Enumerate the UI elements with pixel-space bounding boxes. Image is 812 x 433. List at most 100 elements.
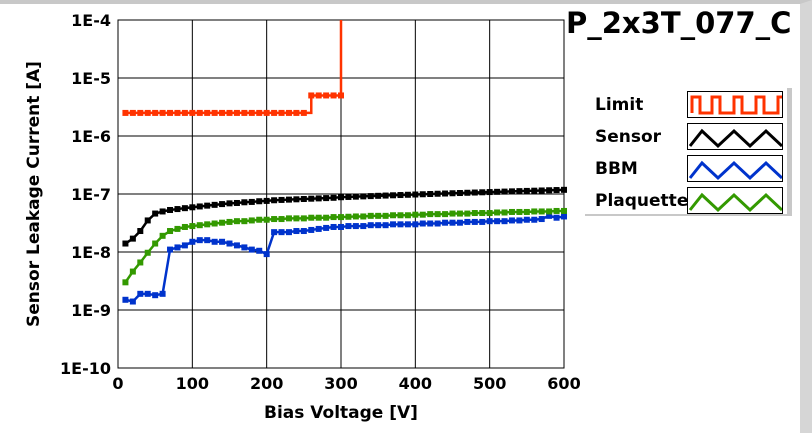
data-point [323, 92, 330, 99]
legend-label: BBM [595, 159, 638, 179]
data-point [456, 210, 463, 217]
data-point [211, 220, 218, 227]
data-point [196, 237, 203, 244]
data-point [464, 218, 471, 225]
data-point [553, 214, 560, 221]
y-tick-label: 1E-9 [71, 301, 111, 320]
series-bbm [122, 212, 567, 305]
data-point [345, 213, 352, 220]
y-tick-label: 1E-8 [71, 243, 111, 262]
data-point [546, 212, 553, 219]
data-point [278, 196, 285, 203]
data-point [233, 199, 240, 206]
data-point [271, 109, 278, 116]
data-point [434, 190, 441, 197]
data-point [300, 215, 307, 222]
data-point [323, 195, 330, 202]
data-point [211, 238, 218, 245]
data-point [167, 109, 174, 116]
data-point [196, 203, 203, 210]
data-point [427, 220, 434, 227]
x-tick-label: 100 [176, 374, 209, 393]
data-point [486, 210, 493, 217]
data-point [375, 212, 382, 219]
data-point [233, 218, 240, 225]
legend-item-sensor[interactable]: Sensor [595, 123, 787, 153]
data-point [129, 235, 136, 242]
data-point [323, 224, 330, 231]
data-point [263, 216, 270, 223]
data-point [241, 199, 248, 206]
data-point [523, 187, 530, 194]
data-point [442, 219, 449, 226]
data-point [144, 249, 151, 256]
x-axis-title: Bias Voltage [V] [264, 403, 418, 423]
data-point [233, 242, 240, 249]
data-point [345, 223, 352, 230]
data-point [427, 211, 434, 218]
data-point [516, 188, 523, 195]
data-point [285, 229, 292, 236]
data-point [204, 237, 211, 244]
data-point [189, 109, 196, 116]
x-tick-label: 0 [112, 374, 123, 393]
data-point [256, 247, 263, 254]
data-point [278, 216, 285, 223]
data-point [226, 109, 233, 116]
data-point [271, 216, 278, 223]
data-point [538, 208, 545, 215]
y-axis-title: Sensor Leakage Current [A] [24, 61, 44, 327]
data-point [167, 206, 174, 213]
data-point [122, 279, 129, 286]
data-point [338, 194, 344, 201]
legend-label: Limit [595, 95, 644, 115]
data-point [479, 189, 486, 196]
y-tick-label: 1E-6 [71, 127, 111, 146]
data-point [442, 211, 449, 218]
data-point [338, 214, 344, 221]
data-point [129, 268, 136, 275]
data-point [494, 209, 501, 216]
y-tick-label: 1E-5 [71, 69, 111, 88]
data-point [397, 192, 404, 199]
data-point [181, 109, 188, 116]
data-point [516, 217, 523, 224]
data-point [278, 229, 285, 236]
data-point [338, 223, 344, 230]
data-point [263, 197, 270, 204]
data-point [248, 217, 255, 224]
data-point [226, 218, 233, 225]
data-point [308, 92, 315, 99]
legend-item-bbm[interactable]: BBM [595, 155, 787, 185]
data-point [338, 92, 344, 99]
data-point [382, 212, 389, 219]
data-point [271, 197, 278, 204]
data-point [285, 109, 292, 116]
chart-title: P_2x3T_077_C [566, 6, 792, 40]
data-point [241, 244, 248, 251]
legend[interactable]: Limit Sensor BBM Plaquette [585, 88, 792, 216]
data-point [189, 238, 196, 245]
data-point [471, 218, 478, 225]
legend-item-plaquette[interactable]: Plaquette [595, 187, 787, 217]
data-point [404, 191, 411, 198]
data-point [308, 195, 315, 202]
data-point [501, 188, 508, 195]
legend-item-limit[interactable]: Limit [595, 91, 787, 121]
data-point [323, 214, 330, 221]
data-point [285, 215, 292, 222]
data-point [501, 218, 508, 225]
data-point [494, 188, 501, 195]
legend-label: Plaquette [595, 191, 689, 211]
data-point [352, 213, 359, 220]
data-point [546, 187, 553, 194]
data-point [159, 232, 166, 239]
data-point [204, 109, 211, 116]
data-point [248, 198, 255, 205]
data-point [137, 228, 144, 235]
data-point [538, 216, 545, 223]
data-point [404, 212, 411, 219]
data-point [390, 192, 397, 199]
data-point [412, 191, 419, 198]
data-point [479, 218, 486, 225]
